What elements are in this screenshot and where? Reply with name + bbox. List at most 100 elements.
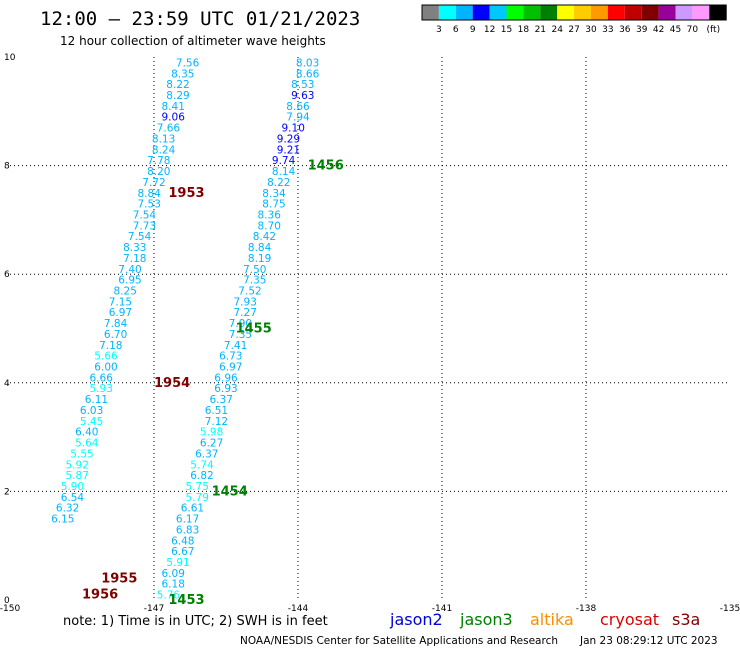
time-label: 1955 xyxy=(101,571,137,586)
scale-label: 39 xyxy=(636,25,648,35)
wave-height-value: 6.54 xyxy=(61,492,85,504)
wave-height-value: 8.42 xyxy=(253,231,276,243)
y-tick-label: 8 xyxy=(4,162,10,172)
grid-lines xyxy=(10,57,730,600)
wave-height-value: 7.78 xyxy=(147,155,170,167)
scale-label: 18 xyxy=(518,25,530,35)
scale-label: 45 xyxy=(670,25,681,35)
scale-swatch xyxy=(624,5,642,20)
wave-height-value: 8.84 xyxy=(138,188,162,200)
x-tick-label: -150 xyxy=(0,604,20,614)
chart-title: 12:00 – 23:59 UTC 01/21/2023 xyxy=(40,8,360,30)
wave-height-value: 6.97 xyxy=(109,307,132,319)
scale-label: 42 xyxy=(653,25,664,35)
scale-swatch xyxy=(489,5,507,20)
wave-height-value: 7.15 xyxy=(109,296,132,308)
wave-height-value: 7.73 xyxy=(133,220,156,232)
wave-height-value: 9.74 xyxy=(272,155,296,167)
scale-swatch xyxy=(574,5,591,20)
wave-height-value: 7.18 xyxy=(123,253,146,265)
scale-swatch xyxy=(438,5,456,20)
wave-height-value: 7.12 xyxy=(205,416,228,428)
wave-height-value: 5.98 xyxy=(200,427,223,439)
scale-swatch xyxy=(422,5,439,20)
x-tick-label: -138 xyxy=(576,604,597,614)
wave-height-value: 5.93 xyxy=(90,383,113,395)
track: 7.568.358.228.298.419.067.668.138.247.78… xyxy=(51,57,204,602)
axis-ticks: -150 -147 -144 -141 -138 -135 0 2 4 6 8 10 xyxy=(0,53,740,614)
wave-height-value: 7.54 xyxy=(133,209,157,221)
time-label: 1956 xyxy=(82,588,118,603)
wave-height-value: 5.92 xyxy=(66,459,89,471)
wave-height-value: 8.22 xyxy=(166,79,189,91)
x-tick-label: -141 xyxy=(432,604,452,614)
wave-height-value: 7.93 xyxy=(234,296,257,308)
wave-height-value: 6.51 xyxy=(205,405,228,417)
wave-height-value: 5.66 xyxy=(94,351,118,363)
wave-height-value: 8.75 xyxy=(262,199,285,211)
wave-height-value: 6.40 xyxy=(75,427,98,439)
wave-height-value: 6.61 xyxy=(181,503,204,515)
wave-height-value: 6.66 xyxy=(90,372,114,384)
wave-height-value: 5.87 xyxy=(66,470,89,482)
wave-height-value: 7.90 xyxy=(229,318,252,330)
wave-height-value: 6.93 xyxy=(214,383,237,395)
wave-height-value: 8.66 xyxy=(296,68,320,80)
scale-label: 6 xyxy=(453,25,459,35)
satellite-legend-entry: s3a xyxy=(672,610,700,629)
wave-height-value: 7.94 xyxy=(286,112,310,124)
scale-label: 21 xyxy=(535,25,546,35)
wave-height-value: 6.00 xyxy=(94,362,117,374)
wave-height-value: 5.64 xyxy=(75,438,99,450)
satellite-legend: jason2 jason3 altika cryosat s3a xyxy=(389,610,700,629)
wave-height-value: 9.10 xyxy=(282,123,305,135)
scale-label: 9 xyxy=(470,25,476,35)
wave-height-value: 8.24 xyxy=(152,144,176,156)
scale-label: 24 xyxy=(551,25,563,35)
scale-label: 15 xyxy=(501,25,512,35)
y-tick-label: 2 xyxy=(4,487,10,497)
scale-swatch xyxy=(692,5,710,20)
scale-label: 36 xyxy=(619,25,631,35)
wave-height-value: 8.35 xyxy=(171,68,194,80)
wave-height-value: 9.06 xyxy=(162,112,186,124)
wave-height-value: 6.37 xyxy=(210,394,233,406)
wave-height-value: 7.41 xyxy=(224,340,247,352)
wave-height-value: 7.35 xyxy=(229,329,252,341)
scale-swatch xyxy=(675,5,693,20)
wave-height-value: 6.17 xyxy=(176,514,199,526)
chart-subtitle: 12 hour collection of altimeter wave hei… xyxy=(60,34,326,48)
wave-height-value: 5.91 xyxy=(166,557,189,569)
x-tick-label: -135 xyxy=(720,604,740,614)
wave-height-value: 6.03 xyxy=(80,405,103,417)
wave-height-value: 8.70 xyxy=(258,220,281,232)
wave-height-value: 7.72 xyxy=(142,177,165,189)
wave-height-value: 6.15 xyxy=(51,514,74,526)
wave-height-value: 7.54 xyxy=(128,231,152,243)
scale-label: 33 xyxy=(602,25,613,35)
time-label: 1453 xyxy=(168,593,204,608)
wave-height-value: 8.20 xyxy=(147,166,170,178)
wave-height-value: 6.18 xyxy=(162,579,185,591)
wave-height-value: 8.03 xyxy=(296,57,319,69)
footer-credit: NOAA/NESDIS Center for Satellite Applica… xyxy=(240,635,558,647)
wave-height-value: 6.83 xyxy=(176,524,199,536)
satellite-tracks: 7.568.358.228.298.419.067.668.138.247.78… xyxy=(51,57,344,608)
wave-height-value: 8.19 xyxy=(248,253,271,265)
scale-swatch xyxy=(658,5,676,20)
track: 8.038.668.539.638.667.949.109.299.219.74… xyxy=(157,57,344,608)
scale-swatch xyxy=(506,5,524,20)
scale-label: 30 xyxy=(585,25,597,35)
wave-height-value: 8.34 xyxy=(262,188,286,200)
wave-height-value: 6.73 xyxy=(219,351,242,363)
time-label: 1953 xyxy=(168,186,204,201)
wave-height-value: 8.66 xyxy=(286,101,310,113)
scale-label: 3 xyxy=(436,25,442,35)
y-tick-label: 4 xyxy=(4,379,10,389)
wave-height-value: 6.11 xyxy=(85,394,108,406)
wave-height-value: 8.25 xyxy=(114,285,137,297)
wave-height-value: 5.75 xyxy=(186,481,209,493)
wave-height-value: 7.18 xyxy=(99,340,122,352)
time-label: 1454 xyxy=(212,484,248,499)
